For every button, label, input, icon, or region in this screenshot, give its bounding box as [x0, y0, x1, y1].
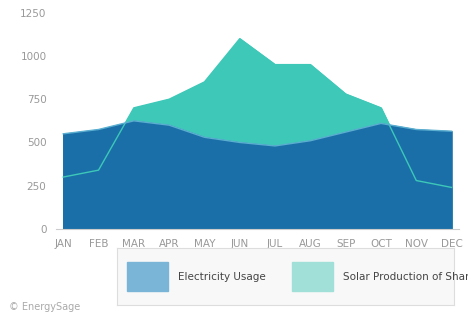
Text: Solar Production of Share (kWh): Solar Production of Share (kWh) — [343, 272, 468, 282]
Text: © EnergySage: © EnergySage — [9, 302, 80, 312]
Bar — [127, 262, 168, 291]
Text: Electricity Usage: Electricity Usage — [178, 272, 265, 282]
Bar — [292, 262, 333, 291]
